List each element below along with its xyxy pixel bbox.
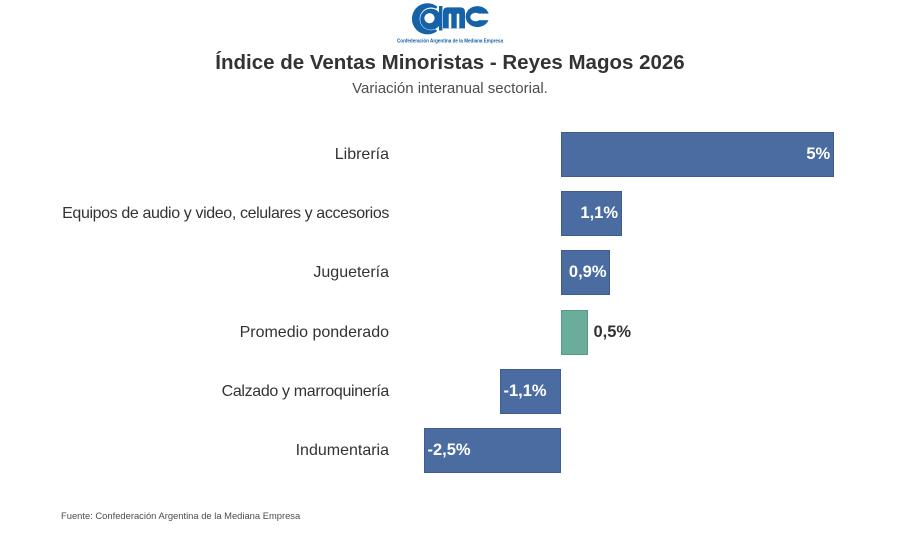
svg-text:Confederación Argentina de la: Confederación Argentina de la Mediana Em…	[397, 39, 503, 45]
